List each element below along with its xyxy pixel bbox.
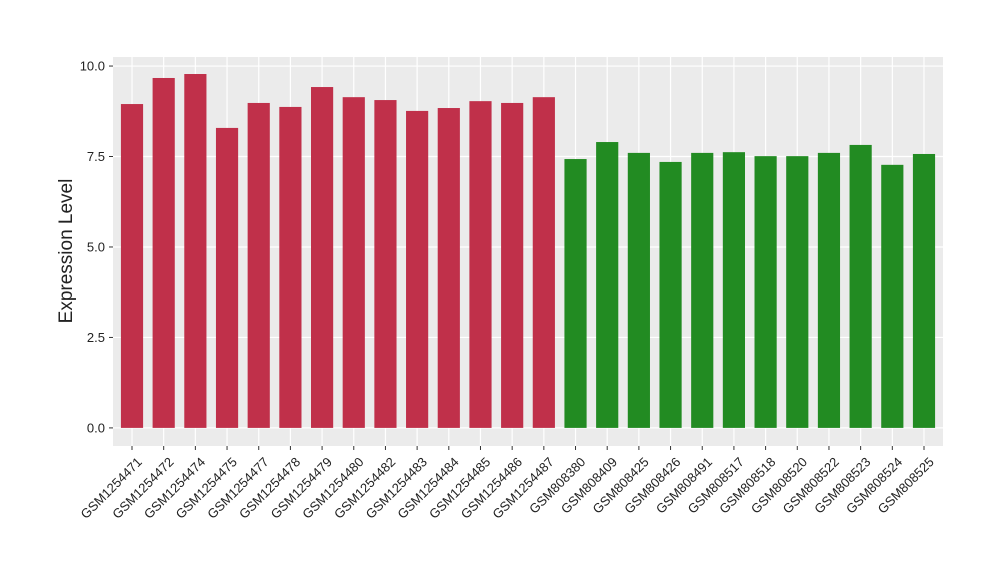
bar — [532, 97, 555, 428]
bar — [342, 97, 365, 428]
y-tick-label: 2.5 — [87, 330, 105, 345]
bar — [120, 104, 144, 428]
bar — [754, 156, 777, 428]
bar — [627, 152, 650, 428]
y-tick-label: 7.5 — [87, 149, 105, 164]
bar — [152, 77, 175, 428]
bar — [786, 156, 809, 428]
y-axis-title: Expression Level — [56, 179, 77, 324]
bar — [817, 152, 841, 428]
bar — [374, 100, 397, 428]
bar — [184, 74, 207, 428]
bar — [279, 106, 302, 428]
bar — [501, 102, 524, 428]
bar — [722, 152, 746, 428]
bar — [437, 108, 460, 428]
bar — [247, 102, 270, 428]
bar — [215, 127, 239, 428]
bar — [912, 153, 936, 428]
bar — [596, 142, 619, 428]
bar — [406, 110, 429, 428]
bar — [564, 159, 587, 428]
bar — [849, 144, 872, 428]
y-tick-label: 10.0 — [80, 59, 105, 74]
bar — [881, 164, 904, 428]
bar — [691, 152, 714, 428]
bar — [469, 101, 492, 428]
bar — [659, 161, 682, 428]
y-tick-label: 0.0 — [87, 420, 105, 435]
bar — [310, 87, 334, 428]
y-tick-label: 5.0 — [87, 239, 105, 254]
